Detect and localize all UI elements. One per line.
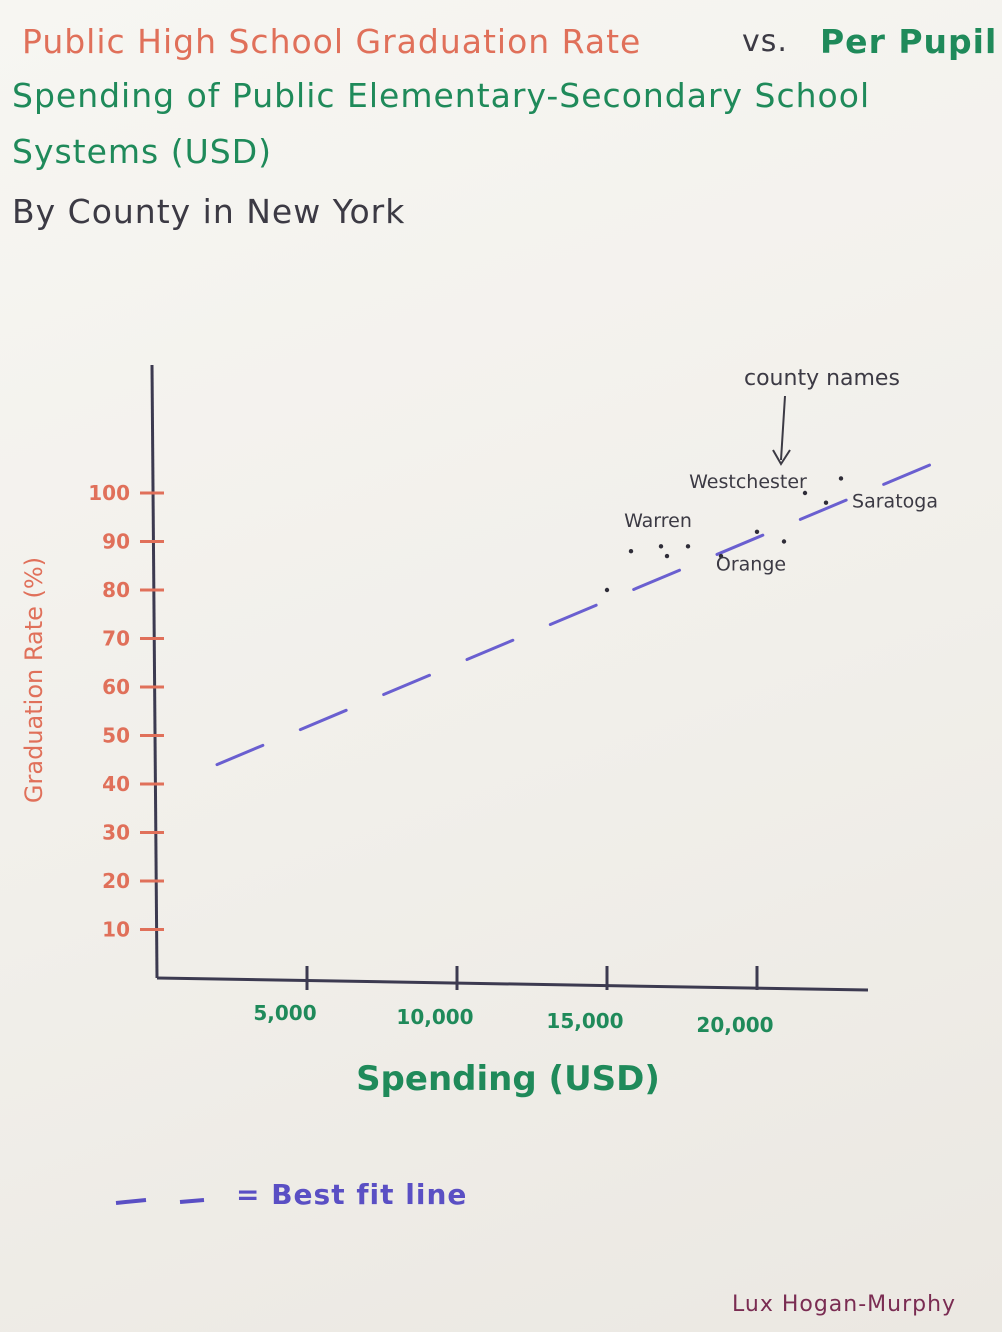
county-label: Westchester [689, 471, 807, 493]
y-tick-label: 20 [102, 869, 130, 893]
y-tick-label: 10 [102, 918, 130, 942]
title-line2: Spending of Public Elementary-Secondary … [12, 76, 871, 115]
author-signature: Lux Hogan-Murphy [732, 1292, 957, 1317]
data-point [664, 553, 670, 559]
fit-line-dash [715, 533, 765, 556]
data-points [604, 476, 844, 593]
fit-line-dash [798, 498, 848, 521]
y-tick-label: 70 [102, 627, 130, 651]
y-tick-label: 80 [102, 578, 130, 602]
fit-line-dash [465, 638, 515, 662]
county-names-annotation: county names [744, 366, 900, 391]
point-labels: Warren Orange Westchester Saratoga [624, 471, 938, 575]
x-tick-label: 20,000 [696, 1013, 773, 1037]
legend-label: = Best fit line [236, 1178, 468, 1211]
fit-line-dash [382, 673, 431, 697]
y-tick-label: 30 [102, 821, 130, 845]
data-point [838, 476, 844, 481]
data-point [628, 549, 634, 554]
chart-axes [150, 364, 869, 992]
data-point [685, 544, 691, 549]
fit-line-dash [632, 568, 681, 591]
fit-line-dash [548, 603, 598, 626]
legend-dash-1 [115, 1198, 147, 1205]
title-vs: vs. [742, 24, 788, 59]
y-tick-label: 90 [102, 530, 130, 554]
title-line3: Systems (USD) [12, 132, 273, 171]
best-fit-line [215, 463, 931, 767]
data-point [754, 529, 760, 534]
axis-ticks: 5,000 10,000 15,000 20,000 10 20 30 40 50 60 70 80 9… [88, 481, 773, 1037]
fit-line-dash [882, 463, 931, 486]
county-label: Warren [624, 510, 692, 532]
y-tick-label: 60 [102, 675, 130, 699]
fit-line-dash [215, 743, 265, 767]
x-tick-label: 15,000 [546, 1009, 623, 1033]
fit-line-dash [298, 708, 348, 732]
legend-dash-2 [179, 1198, 205, 1204]
data-point [781, 539, 787, 544]
x-axis-label: Spending (USD) [356, 1059, 660, 1099]
annotation-arrowhead [772, 449, 791, 466]
county-label: Orange [716, 554, 786, 576]
title-line1-green: Per Pupil [820, 22, 998, 61]
y-axis-line [150, 364, 159, 979]
data-point [823, 500, 829, 505]
y-tick-label: 100 [88, 481, 130, 505]
annotation-arrow [780, 395, 786, 461]
data-point [802, 490, 808, 496]
data-point [718, 553, 724, 559]
title-line4: By County in New York [12, 192, 406, 231]
county-label: Saratoga [852, 491, 938, 513]
x-tick-label: 10,000 [396, 1005, 473, 1029]
data-point [604, 587, 610, 593]
title-line1-red: Public High School Graduation Rate [22, 22, 642, 61]
y-tick-label: 40 [102, 772, 130, 796]
data-point [658, 544, 664, 549]
x-axis-line [156, 976, 869, 992]
y-tick-label: 50 [102, 724, 130, 748]
y-axis-label: Graduation Rate (%) [20, 557, 48, 803]
x-tick-label: 5,000 [253, 1001, 316, 1025]
